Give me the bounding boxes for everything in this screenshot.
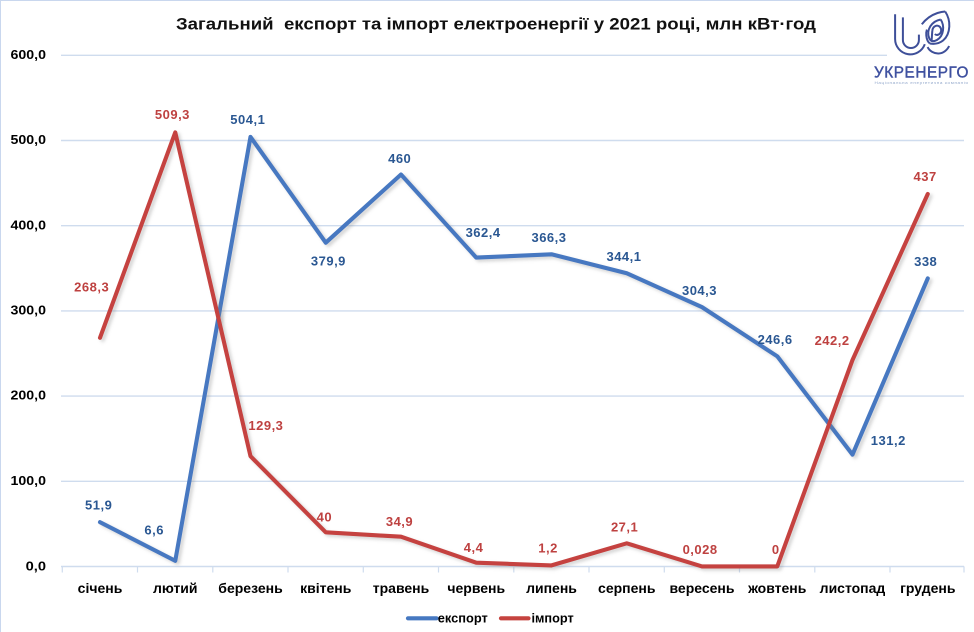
svg-text:імпорт: імпорт bbox=[532, 611, 574, 626]
svg-text:квітень: квітень bbox=[300, 580, 352, 596]
svg-text:березень: березень bbox=[218, 580, 283, 596]
svg-text:400,0: 400,0 bbox=[11, 217, 47, 232]
svg-text:500,0: 500,0 bbox=[11, 132, 47, 147]
svg-text:366,3: 366,3 bbox=[531, 230, 566, 245]
svg-text:509,3: 509,3 bbox=[155, 107, 190, 122]
svg-text:1,2: 1,2 bbox=[538, 541, 558, 556]
svg-text:600,0: 600,0 bbox=[11, 47, 47, 62]
svg-text:травень: травень bbox=[373, 580, 430, 596]
svg-text:131,2: 131,2 bbox=[871, 433, 906, 448]
svg-text:листопад: листопад bbox=[820, 580, 886, 596]
svg-text:жовтень: жовтень bbox=[747, 580, 807, 596]
svg-text:червень: червень bbox=[447, 580, 505, 596]
svg-text:338: 338 bbox=[914, 254, 937, 269]
svg-text:серпень: серпень bbox=[598, 580, 656, 596]
svg-text:51,9: 51,9 bbox=[85, 497, 112, 512]
svg-text:362,4: 362,4 bbox=[466, 225, 501, 240]
svg-text:6,6: 6,6 bbox=[144, 523, 164, 538]
svg-text:437: 437 bbox=[913, 169, 936, 184]
svg-text:Загальний експорт та імпорт е: Загальний експорт та імпорт електроенерг… bbox=[176, 15, 816, 34]
svg-text:0,028: 0,028 bbox=[683, 542, 718, 557]
svg-text:0,0: 0,0 bbox=[26, 558, 46, 573]
svg-text:129,3: 129,3 bbox=[248, 418, 283, 433]
svg-text:34,9: 34,9 bbox=[386, 514, 413, 529]
svg-text:40: 40 bbox=[317, 509, 332, 524]
svg-text:УКРЕНЕРГО: УКРЕНЕРГО bbox=[874, 65, 969, 82]
svg-text:268,3: 268,3 bbox=[74, 279, 109, 294]
svg-text:344,1: 344,1 bbox=[606, 249, 641, 264]
svg-text:вересень: вересень bbox=[670, 580, 735, 596]
svg-text:460: 460 bbox=[388, 151, 411, 166]
svg-text:грудень: грудень bbox=[900, 580, 956, 596]
svg-text:200,0: 200,0 bbox=[11, 388, 47, 403]
svg-text:246,6: 246,6 bbox=[758, 332, 793, 347]
svg-text:379,9: 379,9 bbox=[311, 254, 346, 269]
svg-text:242,2: 242,2 bbox=[815, 333, 850, 348]
svg-text:300,0: 300,0 bbox=[11, 303, 47, 318]
svg-text:експорт: експорт bbox=[438, 611, 488, 626]
svg-text:січень: січень bbox=[78, 580, 123, 596]
svg-text:304,3: 304,3 bbox=[682, 283, 717, 298]
svg-text:липень: липень bbox=[526, 580, 577, 596]
svg-text:4,4: 4,4 bbox=[464, 540, 484, 555]
svg-text:0: 0 bbox=[772, 542, 780, 557]
svg-text:27,1: 27,1 bbox=[611, 519, 638, 534]
svg-text:Національна енергетична компан: Національна енергетична компанія bbox=[875, 81, 969, 85]
svg-text:504,1: 504,1 bbox=[230, 112, 265, 127]
svg-text:лютий: лютий bbox=[153, 580, 198, 596]
svg-text:100,0: 100,0 bbox=[11, 473, 47, 488]
